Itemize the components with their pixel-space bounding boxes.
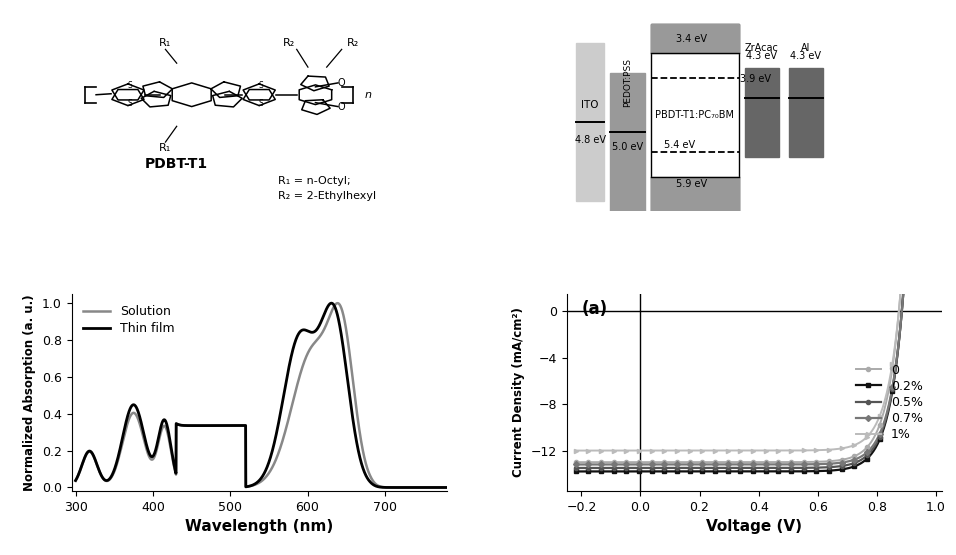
Thin film [441,484,452,491]
Text: S: S [259,99,264,108]
Text: 3.4 eV: 3.4 eV [676,33,707,43]
Bar [611,73,644,211]
Bar [651,24,739,211]
Text: PBDT-T1:PC₇₀BM: PBDT-T1:PC₇₀BM [655,110,734,120]
Text: O: O [337,78,345,88]
Solution [430,484,442,491]
Solution [241,483,252,490]
Text: 4.8 eV: 4.8 eV [575,135,605,145]
Text: 3.9 eV: 3.9 eV [740,74,771,84]
Thin film [241,483,252,490]
Text: S: S [127,82,132,90]
Thin film [326,300,337,306]
Solution [430,484,442,491]
Text: S: S [259,82,264,90]
Bar [745,68,779,157]
Text: R₂ = 2-Ethylhexyl: R₂ = 2-Ethylhexyl [278,191,376,201]
Legend: Solution, Thin film: Solution, Thin film [78,300,180,340]
Solution [441,484,452,491]
Solution [70,477,81,484]
Text: 4.3 eV: 4.3 eV [747,51,777,60]
Text: PEDOT:PSS: PEDOT:PSS [623,58,632,108]
Text: R₁: R₁ [160,143,171,153]
Thin film [70,477,81,484]
Text: 5.4 eV: 5.4 eV [663,139,695,149]
Text: (a): (a) [581,300,608,318]
Text: 4.3 eV: 4.3 eV [791,51,821,60]
Bar [789,68,823,157]
Solution [89,455,100,462]
Thin film [430,484,442,491]
Text: Al: Al [801,43,811,53]
Text: R₁: R₁ [160,38,171,48]
Legend: 0, 0.2%, 0.5%, 0.7%, 1%: 0, 0.2%, 0.5%, 0.7%, 1% [851,359,928,446]
Text: S: S [127,99,132,108]
X-axis label: Voltage (V): Voltage (V) [706,519,802,534]
Thin film [430,484,442,491]
Y-axis label: Current Density (mA/cm²): Current Density (mA/cm²) [512,307,525,477]
Text: 5.0 eV: 5.0 eV [612,142,643,152]
Bar [651,176,739,211]
Solution [250,481,262,488]
Text: O: O [337,102,345,112]
Solution [362,467,374,474]
Thin film [362,476,374,482]
Text: ZrAcac: ZrAcac [745,43,779,53]
Thin film [89,455,100,461]
Thin film [250,480,262,487]
Line: Thin film: Thin film [76,303,446,487]
Text: ITO: ITO [581,100,598,110]
Text: 5.9 eV: 5.9 eV [676,179,707,189]
Text: R₂: R₂ [283,38,295,48]
Text: PDBT-T1: PDBT-T1 [145,157,208,171]
Bar [576,43,604,201]
Y-axis label: Normalized Absorption (a. u.): Normalized Absorption (a. u.) [24,294,36,491]
Text: R₂: R₂ [347,38,359,48]
Bar [651,24,739,53]
Solution [332,300,343,306]
Text: R₁ = n-Octyl;: R₁ = n-Octyl; [278,176,351,186]
Line: Solution: Solution [76,303,446,487]
X-axis label: Wavelength (nm): Wavelength (nm) [185,519,334,534]
Text: n: n [364,90,372,100]
